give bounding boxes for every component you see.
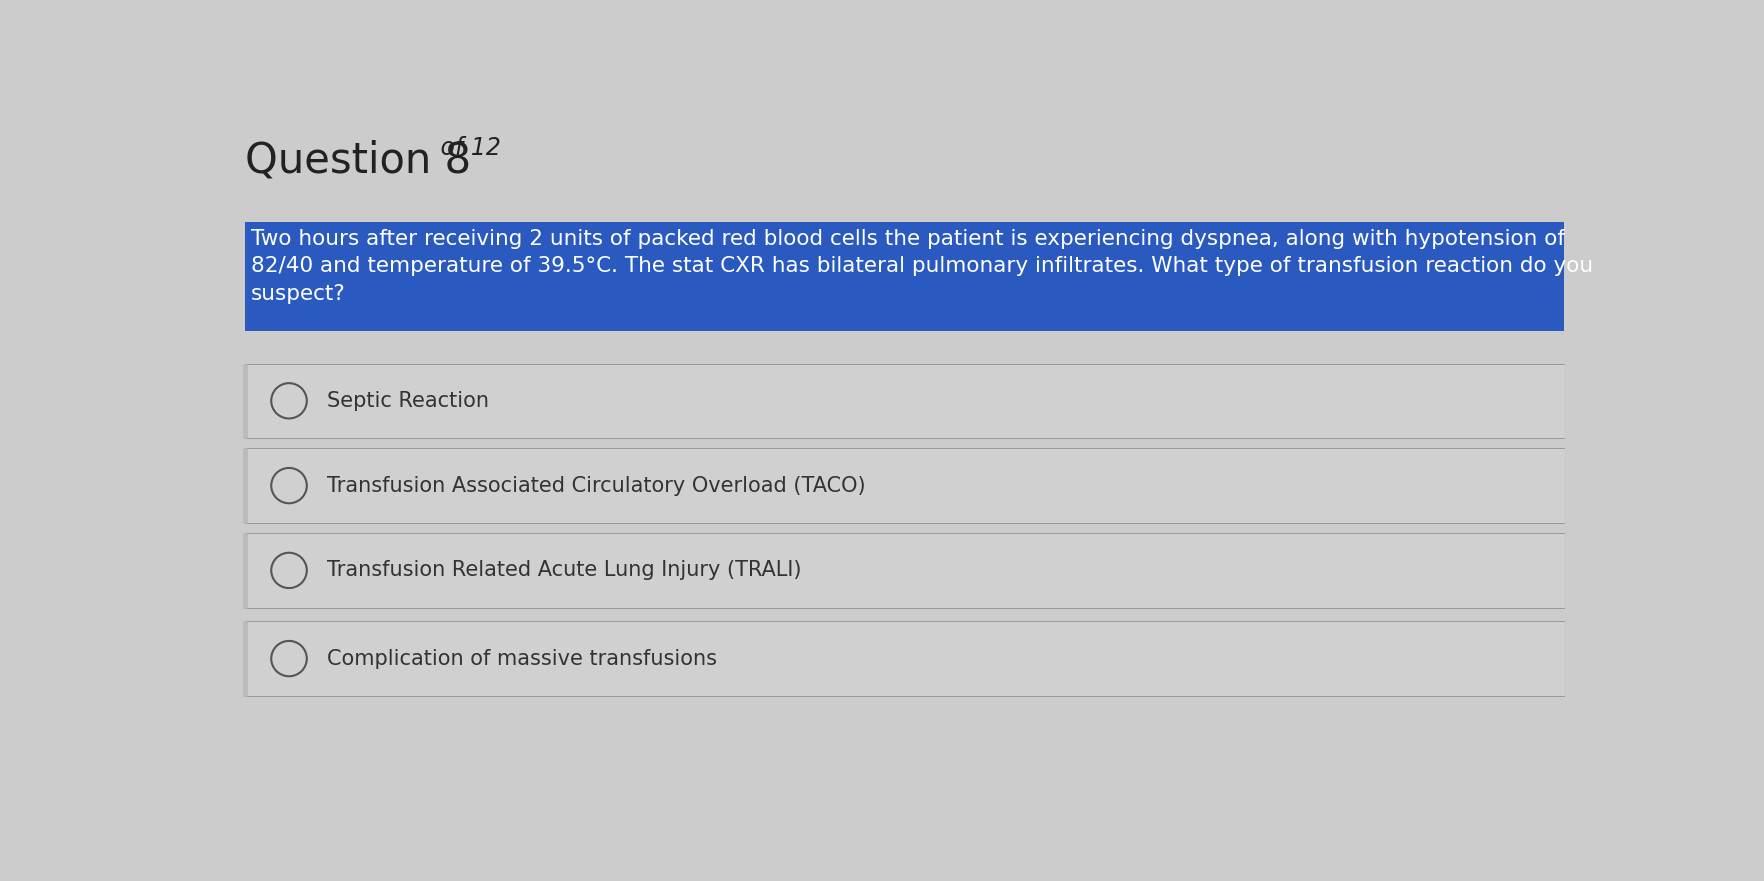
Text: Transfusion Related Acute Lung Injury (TRALI): Transfusion Related Acute Lung Injury (T… <box>326 560 801 581</box>
FancyBboxPatch shape <box>245 621 1563 696</box>
FancyBboxPatch shape <box>245 448 1563 523</box>
Text: of 12: of 12 <box>432 137 501 160</box>
FancyBboxPatch shape <box>245 364 1563 438</box>
Text: Septic Reaction: Septic Reaction <box>326 391 489 411</box>
FancyBboxPatch shape <box>245 533 1563 608</box>
Text: Transfusion Associated Circulatory Overload (TACO): Transfusion Associated Circulatory Overl… <box>326 476 866 496</box>
Text: Complication of massive transfusions: Complication of massive transfusions <box>326 648 716 669</box>
Text: Question 8: Question 8 <box>245 140 471 181</box>
Text: Two hours after receiving 2 units of packed red blood cells the patient is exper: Two hours after receiving 2 units of pac… <box>250 229 1591 304</box>
FancyBboxPatch shape <box>245 222 1563 331</box>
